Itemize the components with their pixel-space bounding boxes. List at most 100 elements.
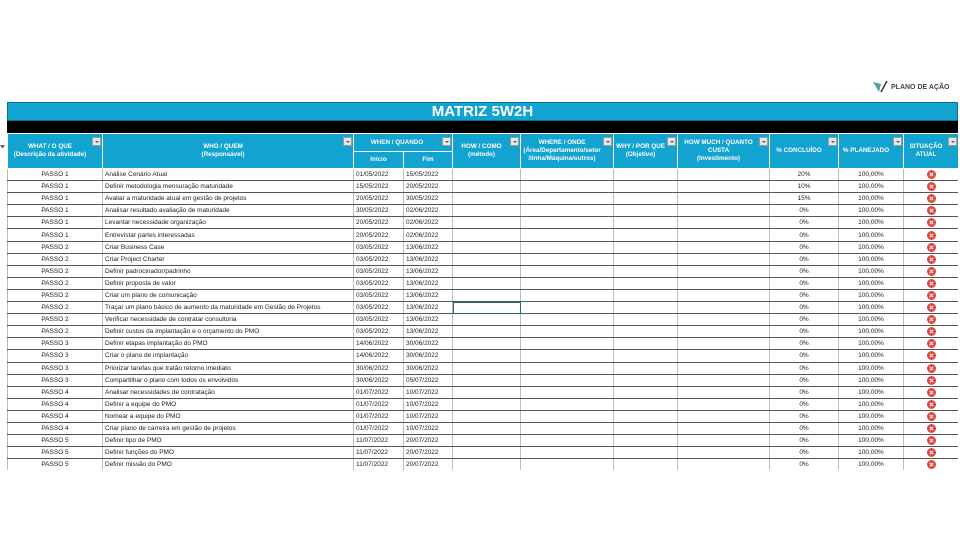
how-cell[interactable] xyxy=(452,374,522,387)
how-cell[interactable] xyxy=(452,325,522,339)
how-much-cell[interactable] xyxy=(677,458,771,470)
how-cell[interactable] xyxy=(452,289,522,303)
who-cell[interactable]: Definir metodologia mensuração maturidad… xyxy=(102,180,354,194)
what-cell[interactable]: PASSO 3 xyxy=(7,374,103,387)
where-cell[interactable] xyxy=(520,337,615,351)
planejado-cell[interactable]: 100,00% xyxy=(838,265,905,278)
where-cell[interactable] xyxy=(520,410,615,423)
situacao-cell[interactable] xyxy=(903,337,958,351)
fim-cell[interactable]: 13/06/2022 xyxy=(402,265,454,278)
where-cell[interactable] xyxy=(520,180,615,194)
who-cell[interactable]: Verificar necessidade de contratar consu… xyxy=(102,313,354,327)
who-cell[interactable]: Criar um plano de comunicação xyxy=(102,289,354,303)
situacao-cell[interactable] xyxy=(903,216,958,230)
who-cell[interactable]: Priorizar tarefas que tratão retorno ime… xyxy=(102,362,354,375)
why-cell[interactable] xyxy=(613,422,679,436)
who-cell[interactable]: Definir a equipe do PMO xyxy=(102,398,354,411)
where-cell[interactable] xyxy=(520,301,615,315)
fim-cell[interactable]: 30/06/2022 xyxy=(402,349,454,363)
concluido-cell[interactable]: 0% xyxy=(769,301,840,315)
what-cell[interactable]: PASSO 2 xyxy=(7,241,103,254)
where-cell[interactable] xyxy=(520,265,615,278)
inicio-cell[interactable]: 30/05/2022 xyxy=(353,204,404,218)
planejado-cell[interactable]: 100,00% xyxy=(838,422,905,436)
situacao-cell[interactable] xyxy=(903,325,958,339)
situacao-cell[interactable] xyxy=(903,410,958,423)
how-cell[interactable] xyxy=(452,349,522,363)
planejado-cell[interactable]: 100,00% xyxy=(838,192,905,206)
how-much-cell[interactable] xyxy=(677,253,771,266)
where-cell[interactable] xyxy=(520,458,615,470)
what-cell[interactable]: PASSO 2 xyxy=(7,313,103,327)
inicio-cell[interactable]: 03/05/2022 xyxy=(353,301,404,315)
situacao-cell[interactable] xyxy=(903,253,958,266)
where-cell[interactable] xyxy=(520,422,615,436)
who-cell[interactable]: Criar o plano de implantação xyxy=(102,349,354,363)
what-cell[interactable]: PASSO 2 xyxy=(7,253,103,266)
how-cell[interactable] xyxy=(452,180,522,194)
what-cell[interactable]: PASSO 2 xyxy=(7,325,103,339)
why-cell[interactable] xyxy=(613,265,679,278)
where-cell[interactable] xyxy=(520,325,615,339)
how-much-cell[interactable] xyxy=(677,446,771,460)
concluido-cell[interactable]: 0% xyxy=(769,325,840,339)
concluido-cell[interactable]: 0% xyxy=(769,398,840,411)
inicio-cell[interactable]: 20/05/2022 xyxy=(353,216,404,230)
planejado-cell[interactable]: 100,00% xyxy=(838,398,905,411)
concluido-cell[interactable]: 15% xyxy=(769,192,840,206)
concluido-cell[interactable]: 0% xyxy=(769,446,840,460)
fim-cell[interactable]: 30/06/2022 xyxy=(402,362,454,375)
fim-cell[interactable]: 13/06/2022 xyxy=(402,313,454,327)
how-much-cell[interactable] xyxy=(677,362,771,375)
situacao-cell[interactable] xyxy=(903,313,958,327)
what-cell[interactable]: PASSO 2 xyxy=(7,289,103,303)
filter-dropdown-icon[interactable] xyxy=(343,137,352,146)
fim-cell[interactable]: 20/05/2022 xyxy=(402,180,454,194)
who-cell[interactable]: Analisar necessidades de contratação xyxy=(102,386,354,399)
filter-dropdown-icon[interactable] xyxy=(893,137,903,146)
planejado-cell[interactable]: 100,00% xyxy=(838,228,905,242)
inicio-cell[interactable]: 11/07/2022 xyxy=(353,434,404,448)
where-cell[interactable] xyxy=(520,241,615,254)
who-cell[interactable]: Definir tipo de PMO xyxy=(102,434,354,448)
concluido-cell[interactable]: 0% xyxy=(769,410,840,423)
concluido-cell[interactable]: 0% xyxy=(769,204,840,218)
planejado-cell[interactable]: 100,00% xyxy=(838,180,905,194)
planejado-cell[interactable]: 100,00% xyxy=(838,349,905,363)
concluido-cell[interactable]: 0% xyxy=(769,349,840,363)
who-cell[interactable]: Definir funções do PMO xyxy=(102,446,354,460)
fim-cell[interactable]: 13/06/2022 xyxy=(402,289,454,303)
concluido-cell[interactable]: 0% xyxy=(769,277,840,290)
who-cell[interactable]: Analisar resultado avaliação de maturida… xyxy=(102,204,354,218)
situacao-cell[interactable] xyxy=(903,265,958,278)
situacao-cell[interactable] xyxy=(903,374,958,387)
how-much-cell[interactable] xyxy=(677,398,771,411)
concluido-cell[interactable]: 0% xyxy=(769,265,840,278)
where-cell[interactable] xyxy=(520,168,615,182)
why-cell[interactable] xyxy=(613,241,679,254)
how-much-cell[interactable] xyxy=(677,422,771,436)
how-cell[interactable] xyxy=(452,398,522,411)
fim-cell[interactable]: 20/07/2022 xyxy=(402,434,454,448)
what-cell[interactable]: PASSO 4 xyxy=(7,398,103,411)
inicio-cell[interactable]: 20/05/2022 xyxy=(353,228,404,242)
situacao-cell[interactable] xyxy=(903,349,958,363)
planejado-cell[interactable]: 100,00% xyxy=(838,277,905,290)
planejado-cell[interactable]: 100,00% xyxy=(838,168,905,182)
concluido-cell[interactable]: 0% xyxy=(769,434,840,448)
inicio-cell[interactable]: 14/06/2022 xyxy=(353,337,404,351)
how-much-cell[interactable] xyxy=(677,337,771,351)
what-cell[interactable]: PASSO 5 xyxy=(7,434,103,448)
concluido-cell[interactable]: 0% xyxy=(769,289,840,303)
who-cell[interactable]: Avaliar a maturidade atual em gestão de … xyxy=(102,192,354,206)
how-much-cell[interactable] xyxy=(677,180,771,194)
inicio-cell[interactable]: 30/06/2022 xyxy=(353,362,404,375)
fim-cell[interactable]: 15/05/2022 xyxy=(402,168,454,182)
filter-dropdown-icon[interactable] xyxy=(667,137,677,146)
who-cell[interactable]: Definir custos da implantação e o orçame… xyxy=(102,325,354,339)
inicio-cell[interactable]: 03/05/2022 xyxy=(353,313,404,327)
how-cell[interactable] xyxy=(452,362,522,375)
where-cell[interactable] xyxy=(520,362,615,375)
concluido-cell[interactable]: 0% xyxy=(769,386,840,399)
what-cell[interactable]: PASSO 2 xyxy=(7,265,103,278)
